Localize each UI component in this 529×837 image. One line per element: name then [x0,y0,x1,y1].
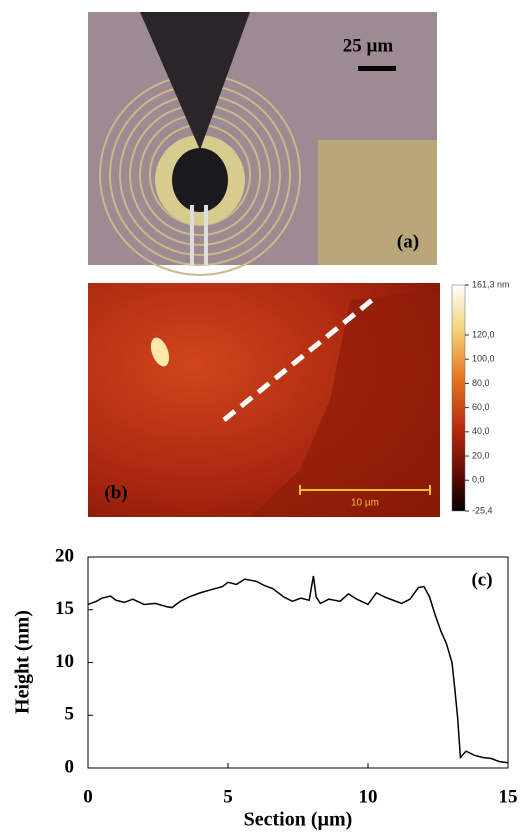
colorbar-tick-label: -25,4 [472,505,493,515]
colorbar-tick-label: 0,0 [472,475,485,485]
section-line [222,294,379,422]
flake [250,290,440,517]
scale-bar-label: 10 µm [351,498,379,509]
pad [318,140,437,265]
y-tick-label: 10 [55,651,74,672]
panel-label: (a) [397,231,419,252]
x-tick-label: 0 [83,786,93,807]
panel-b: 10 µm (b) [88,283,466,517]
particle [172,148,228,212]
y-tick-label: 0 [65,756,75,777]
colorbar-tick-label: 20,0 [472,450,490,460]
y-tick-label: 20 [55,545,74,566]
annotation: (c) [471,569,492,590]
colorbar-tick-label: 100,0 [472,354,495,364]
colorbar-ticks: 161,3 nm 120,0 100,0 80,0 60,0 40,0 20,0 0,0 -25… [465,279,510,515]
line [87,575,509,764]
colorbar-tick-label: 60,0 [472,402,490,412]
lead [204,205,208,265]
plot-frame [87,556,509,769]
scale-bar-label: 25 µm [343,35,394,56]
panel-label: (b) [104,482,127,503]
colorbar-tick-label: 161,3 nm [472,279,510,289]
x-tick-label: 10 [359,786,378,807]
x-tick-label: 15 [499,786,518,807]
colorbar [451,284,466,512]
chart: (c) Section (µm) Height (nm) 0 5 10 15 20 0 5 1… [12,545,518,830]
x-axis-title: Section (µm) [244,809,353,831]
y-axis-title: Height (nm) [12,610,34,714]
lead [190,205,194,265]
colorbar-tick-label: 80,0 [472,378,490,388]
y-tick-label: 15 [55,598,74,619]
y-tick-label: 5 [65,704,75,725]
particle [150,337,170,367]
colorbar-tick-label: 120,0 [472,329,495,339]
x-tick-label: 5 [223,786,233,807]
colorbar-tick-label: 40,0 [472,426,490,436]
tip [140,12,250,150]
scale-bar [358,66,396,71]
panel-a: 25 µm (a) [88,12,437,276]
